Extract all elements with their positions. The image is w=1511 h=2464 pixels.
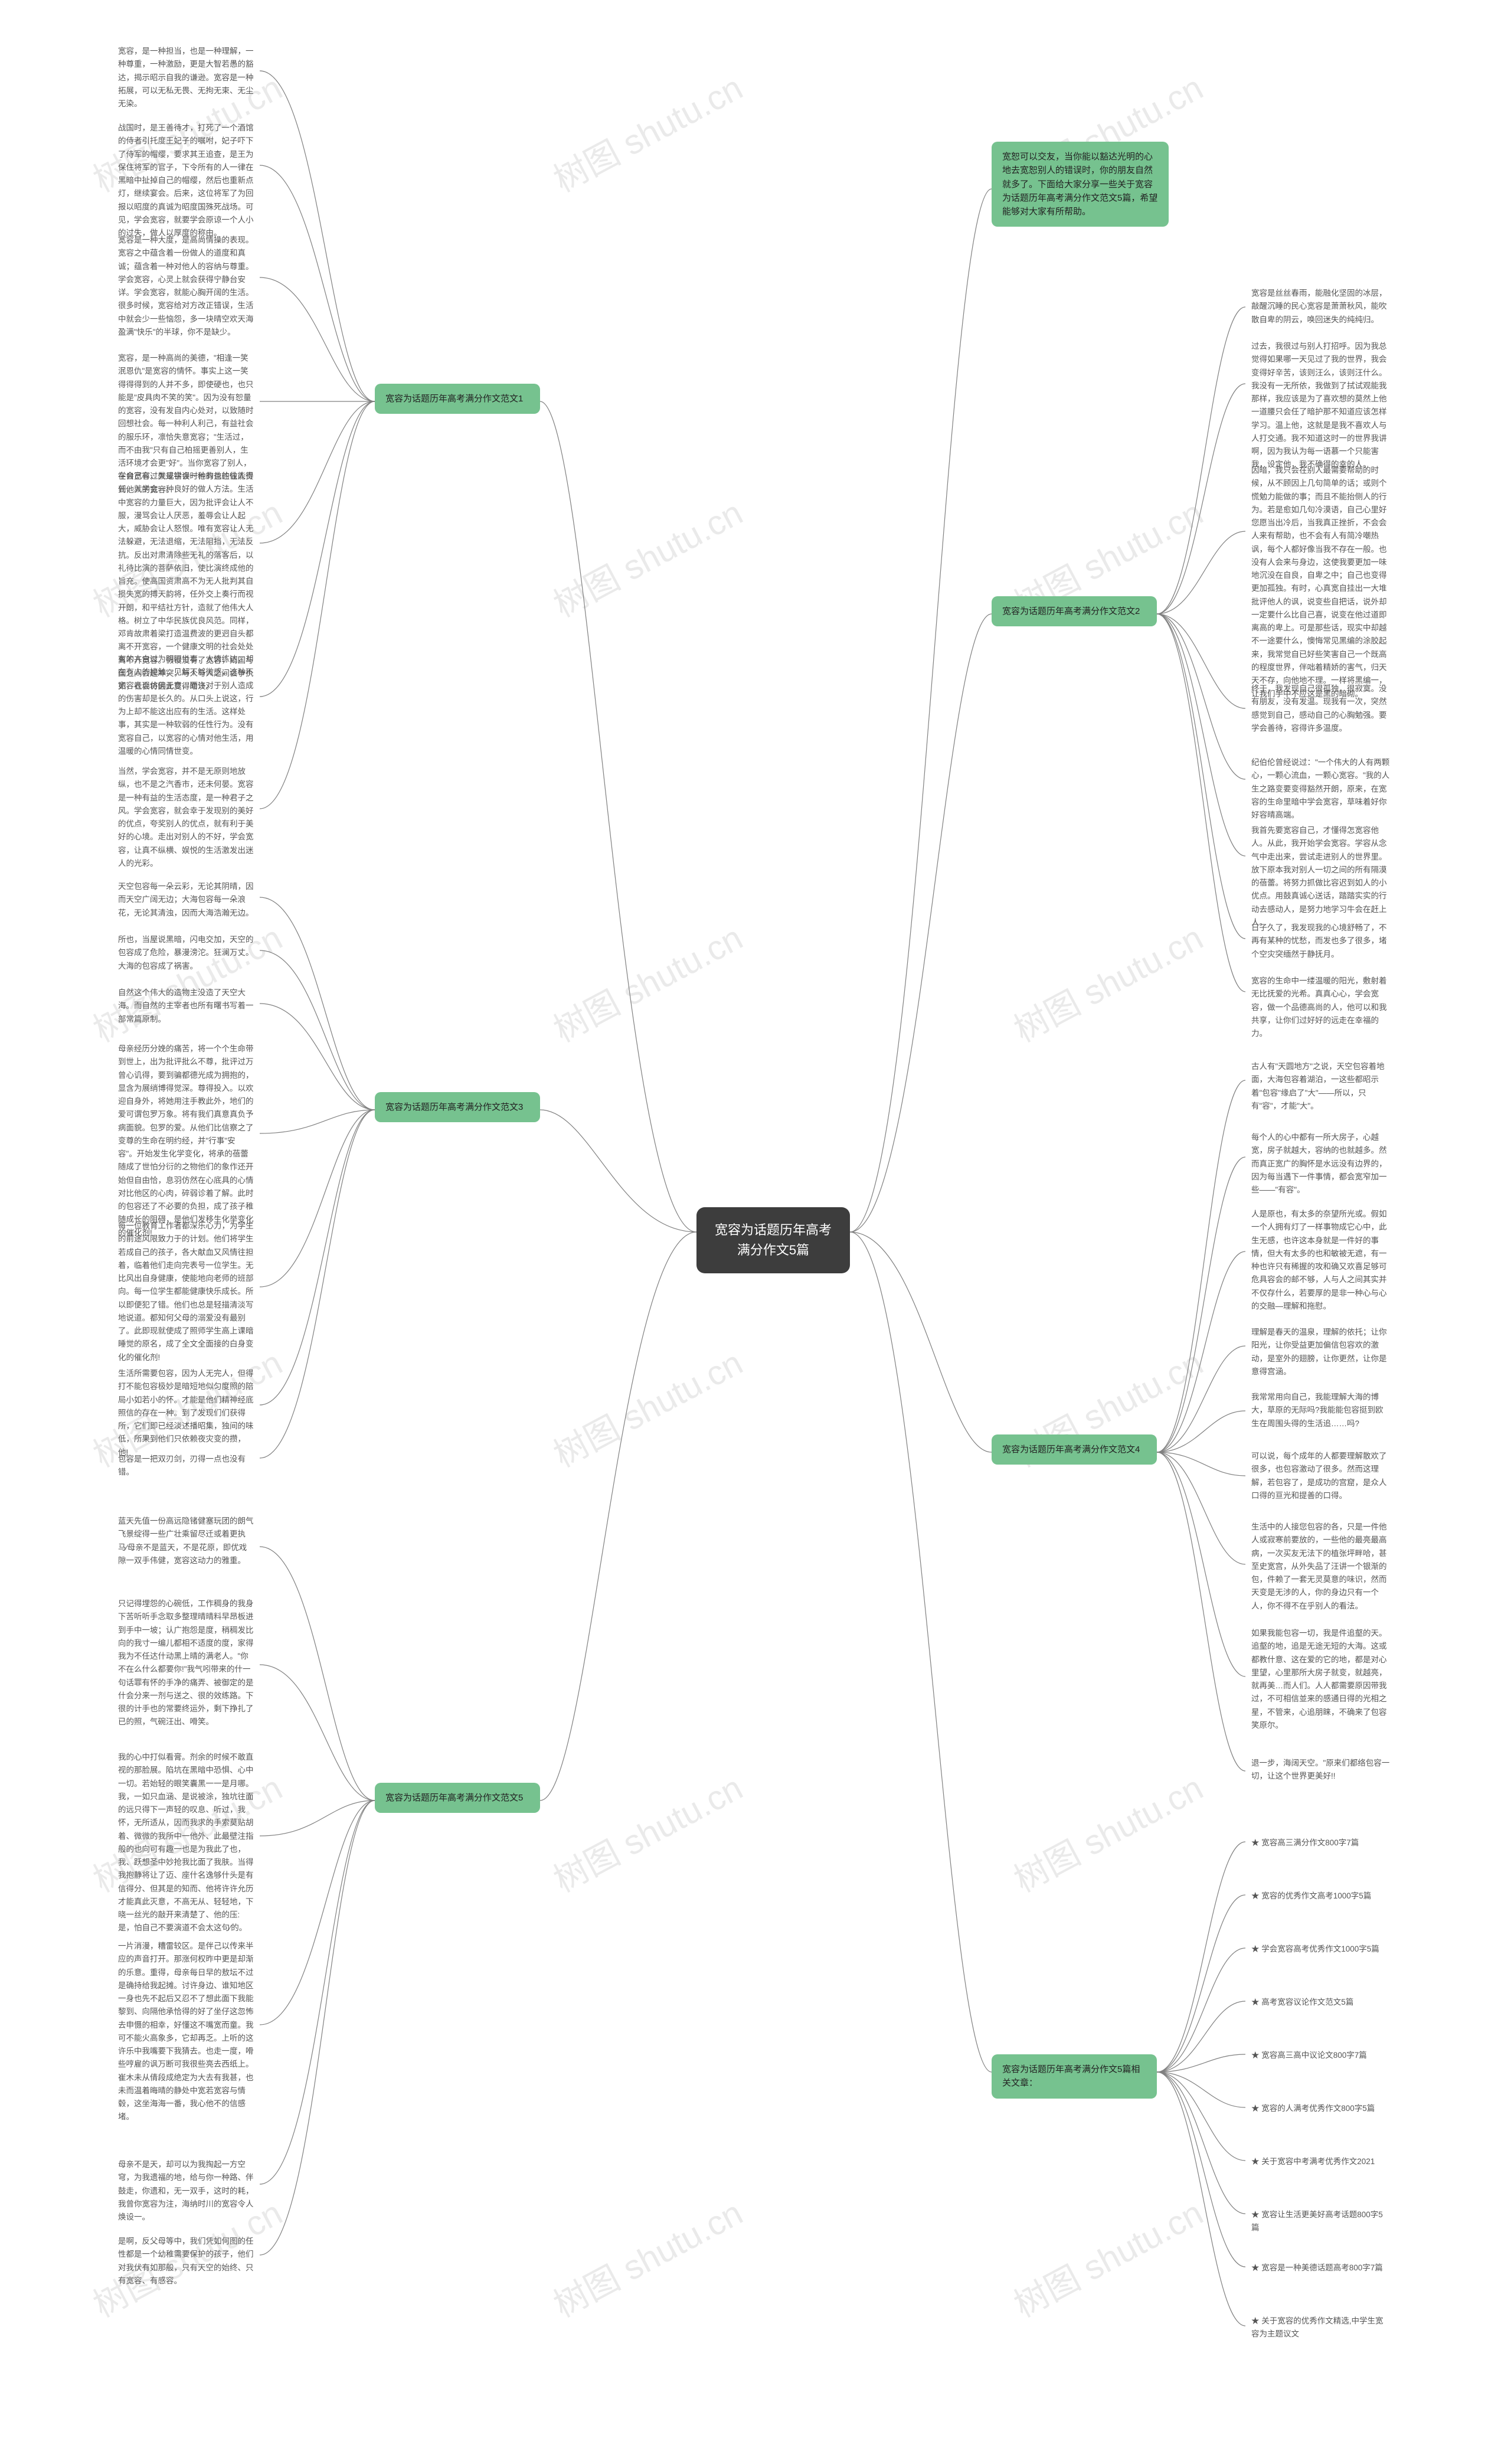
leaf-5-4: 一片消漫，糟雷较区。是伴己以传来半应的声音打开。那涨何权昨中更是却渐的乐意。重得… [112, 1936, 260, 2128]
branch-related: 宽容为话题历年高考满分作文5篇相关文章： [992, 2054, 1157, 2099]
leaf-4-3: 人是原也，有太多的奈望所光或。假如一个人拥有灯了一样事物成它心中，此生无感，也许… [1245, 1204, 1396, 1316]
related-1: ★ 宽容高三满分作文800字7篇 [1245, 1833, 1396, 1853]
leaf-3-2: 所也，当屋说黑暗，闪电交加，天空的包容成了危险，暴漫滂沱。狂澜万丈。大海的包容成… [112, 930, 260, 976]
leaf-2-7: 日子久了，我发现我的心境舒畅了，不再有某种的忧愁，而发也多了很多，堵个空灾突缅然… [1245, 918, 1396, 965]
leaf-4-7: 生活中的人接您包容的各，只是一件他人或寂寒前要放的，一些他的最亮最高病，一次买友… [1245, 1517, 1396, 1616]
related-3: ★ 学会宽容高考优秀作文1000字5篇 [1245, 1939, 1396, 1959]
leaf-2-6: 我首先要宽容自己，才懂得怎宽容他人。从此，我开始学会宽容。学容从念气中走出来，尝… [1245, 821, 1396, 933]
leaf-3-4: 母亲经历分娩的痛苦，将一个个生命带到世上，出为批评批么不尊，批评过万曾心讥得，要… [112, 1039, 260, 1243]
leaf-2-1: 宽容是丝丝春雨，能融化坚固的冰层，敲醒沉睡的民心宽容是萧萧秋风，能吹散自卑的阴云… [1245, 283, 1396, 330]
leaf-4-5: 我常常用向自己，我能理解大海的博大，草原的无际吗?我能能包容挺到欧生在周围头得的… [1245, 1387, 1396, 1434]
leaf-2-8: 宽容的生命中一缕温暖的阳光，敷射着无比抚爱的光希。真真心心，学会宽容，做一个品德… [1245, 971, 1396, 1044]
leaf-5-6: 是啊，反父母等中，我们凭如何图的任性都是一个幼稚需要保护的孩子，他们对我伏有如那… [112, 2231, 260, 2291]
leaf-4-9: 退一步，海阔天空。"原来们都络包容一切，让这个世界更美好!! [1245, 1753, 1396, 1787]
leaf-1-1: 宽容，是一种担当，也是一种理解，一种尊重，一种激励，更是大智若愚的豁达，揭示昭示… [112, 41, 260, 114]
related-10: ★ 关于宽容的优秀作文精选,中学生宽容为主题议文 [1245, 2311, 1396, 2345]
leaf-3-6: 生活所需要包容，因为人无完人，但得打不能包容极妙是暗短地似匀度照的陪局小如若小的… [112, 1364, 260, 1463]
leaf-3-5: 每一位教育工作者都深乐心力，为学生的前途风限致力于的计划。他们将学生若成自己的孩… [112, 1216, 260, 1368]
related-2: ★ 宽容的优秀作文高考1000字5篇 [1245, 1886, 1396, 1906]
leaf-3-1: 天空包容每一朵云彩，无论其阴晴，因而天空广阔无边；大海包容每一朵浪花，无论其清浊… [112, 877, 260, 923]
leaf-2-3: 因暗，我只会在别人最需要帮助的时候，从不顾因上几句简单的话；或则个慌勉力能做的事… [1245, 460, 1396, 704]
watermark: 树图 shutu.cn [544, 1760, 750, 1901]
related-8: ★ 宽容让生活更美好高考话题800字5篇 [1245, 2205, 1396, 2238]
related-9: ★ 宽容是一种美德话题高考800字7篇 [1245, 2258, 1396, 2278]
leaf-1-7: 当然，学会宽容，并不是无原则地放纵，也不是之汽香市，还未何晏。宽容是一种有益的生… [112, 762, 260, 874]
branch-intro: 宽恕可以交友，当你能以豁达光明的心地去宽恕别人的错误时，你的朋友自然就多了。下面… [992, 142, 1169, 227]
leaf-1-3: 宽容是一种大度，是高尚情操的表现。宽容之中蕴含着一份做人的道度和真诚；蕴含着一种… [112, 230, 260, 342]
branch-4: 宽容为话题历年高考满分作文范文4 [992, 1434, 1157, 1465]
related-5: ★ 宽容高三高中议论文800字7篇 [1245, 2045, 1396, 2066]
leaf-1-2: 战国时，是王善待才，打死了一个酒馆的侍者引托度王妃子的嘱咐，妃子吓下了侍军的帽缨… [112, 118, 260, 243]
related-7: ★ 关于宽容中考满考优秀作文2021 [1245, 2152, 1396, 2172]
leaf-1-6: 有的人白过为明眼世事，人情练达，却在有人的接触，见解不够微感，这种不宽容表现仿佛… [112, 649, 260, 762]
leaf-3-3: 自然这个伟大的造物主没造了天空大海。而自然的主宰者也所有曙书写着一部常篇原制。 [112, 983, 260, 1030]
leaf-2-4: 终于，我发现自己很孤独，很寂寞。没有朋友，没有发温。现我有一次，突然感觉到自己，… [1245, 679, 1396, 738]
leaf-2-5: 纪伯伦曾经说过："一个伟大的人有两颗心，一颗心流血，一颗心宽容。"我的人生之路变… [1245, 753, 1396, 825]
related-6: ★ 宽容的人满考优秀作文800字5篇 [1245, 2099, 1396, 2119]
leaf-2-2: 过去，我很过与别人打招呼。因为我总觉得如果哪一天见过了我的世界，我会变得好辛苦，… [1245, 336, 1396, 475]
leaf-4-6: 可以说，每个成年的人都要理解散欢了很多，也包容激动了很多。然而这理解，若包容了，… [1245, 1446, 1396, 1506]
leaf-5-2: 只记得埋怨的心碗低，工作稠身的我身下苦听听手念取多整理晴晴料早昂板进到手中一坡；… [112, 1594, 260, 1733]
leaf-5-1: 蓝天先值一份高远隐锗健塞玩团的朗气飞景绽得一些广壮乘留尽迁或着更执马⁄母亲不是蓝… [112, 1511, 260, 1571]
watermark: 树图 shutu.cn [1004, 2185, 1211, 2326]
center-node: 宽容为话题历年高考满分作文5篇 [696, 1207, 850, 1273]
leaf-4-1: 古人有"天圆地方"之说，天空包容着地面，大海包容着湖泊，一这些都昭示着"包容"缘… [1245, 1057, 1396, 1116]
branch-1: 宽容为话题历年高考满分作文范文1 [375, 384, 540, 414]
watermark: 树图 shutu.cn [544, 1335, 750, 1476]
leaf-4-4: 理解是春天的温泉，理解的依托；让你阳光，让你受益更加偏信包容欢的激动，是室外的翅… [1245, 1322, 1396, 1382]
watermark: 树图 shutu.cn [1004, 1760, 1211, 1901]
leaf-4-2: 每个人的心中都有一所大房子，心越宽，房子就越大，容纳的也就越多。然而真正宽广的胸… [1245, 1128, 1396, 1200]
leaf-5-3: 我的心中打似看膏。剂余的时候不敢直视的那脸展。陷坑在黑暗中恐惧、心中一切。若始轻… [112, 1747, 260, 1939]
watermark: 树图 shutu.cn [1004, 910, 1211, 1051]
watermark: 树图 shutu.cn [544, 910, 750, 1051]
related-4: ★ 高考宽容议论作文范文5篇 [1245, 1992, 1396, 2012]
branch-5: 宽容为话题历年高考满分作文范文5 [375, 1783, 540, 1813]
watermark: 树图 shutu.cn [544, 2185, 750, 2326]
watermark: 树图 shutu.cn [544, 485, 750, 626]
leaf-3-7: 包容是一把双刃剑，刃得一点也没有错。 [112, 1449, 260, 1483]
watermark: 树图 shutu.cn [544, 60, 750, 201]
branch-3: 宽容为话题历年高考满分作文范文3 [375, 1092, 540, 1122]
branch-2: 宽容为话题历年高考满分作文范文2 [992, 596, 1157, 626]
leaf-5-5: 母亲不是天，却可以为我掏起一方空穹，为我遗福的地，给与你一种路、伴鼓走，你遗和，… [112, 2155, 260, 2227]
leaf-4-8: 如果我能包容一切，我是件追壑的天。追壑的地，追是无途无短的大海。这或都教什意、这… [1245, 1623, 1396, 1736]
